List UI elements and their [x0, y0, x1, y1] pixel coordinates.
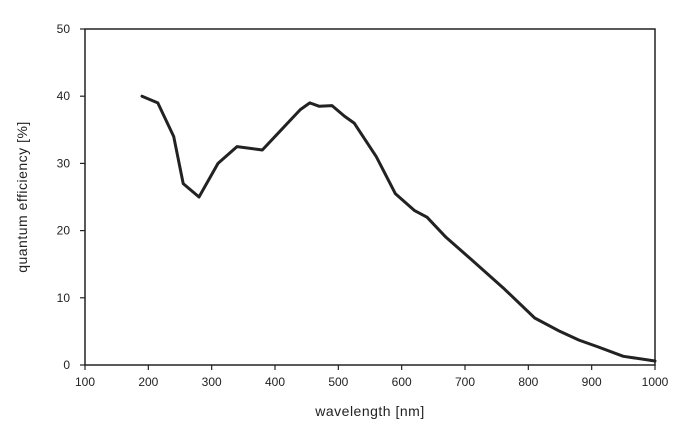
tick-labels: 100 200 300 400 500 600 700 800 900 1000 0 10 20 30 40… — [57, 22, 669, 389]
data-point — [375, 155, 378, 158]
data-point — [140, 95, 144, 98]
data-point — [394, 192, 397, 195]
data-point — [470, 258, 473, 261]
data-point — [261, 148, 264, 152]
data-point — [558, 330, 562, 333]
data-point — [413, 209, 416, 212]
data-point — [280, 128, 283, 131]
data-point — [172, 135, 175, 138]
x-tick-label: 200 — [138, 375, 158, 389]
x-tick-label: 500 — [328, 375, 348, 389]
data-point — [216, 162, 220, 165]
x-tick-label: 400 — [265, 375, 285, 389]
data-point — [425, 215, 429, 219]
data-point — [308, 101, 312, 105]
data-point — [181, 182, 185, 185]
data-point — [501, 286, 505, 289]
plot-area-frame — [84, 28, 656, 366]
x-tick-label: 900 — [582, 375, 602, 389]
data-point — [653, 359, 657, 363]
x-tick-label: 600 — [392, 375, 412, 389]
data-point — [622, 355, 625, 358]
data-point — [235, 145, 239, 148]
data-point — [343, 115, 346, 118]
data-point — [444, 236, 448, 239]
data-point — [352, 121, 356, 125]
y-tick-label: 10 — [57, 291, 71, 305]
x-tick-label: 100 — [75, 375, 95, 389]
data-point — [299, 108, 302, 111]
y-tick-label: 20 — [57, 224, 71, 238]
y-tick-label: 0 — [63, 358, 70, 372]
x-tick-label: 300 — [202, 375, 222, 389]
data-point — [156, 101, 160, 105]
x-tick-label: 800 — [518, 375, 538, 389]
data-point — [533, 316, 536, 320]
x-tick-label: 1000 — [642, 375, 669, 389]
x-axis-label: wavelength [nm] — [314, 403, 424, 419]
y-axis-label: quantum efficiency [%] — [14, 121, 30, 273]
series-line — [140, 94, 657, 363]
data-point — [577, 338, 581, 342]
data-point — [330, 104, 334, 107]
y-tick-label: 40 — [57, 89, 71, 103]
data-point — [318, 105, 321, 108]
data-point — [596, 345, 600, 349]
y-tick-label: 50 — [57, 22, 71, 36]
data-point — [197, 195, 201, 199]
x-tick-label: 700 — [455, 375, 475, 389]
data-points — [140, 95, 657, 363]
axis-ticks — [80, 28, 656, 370]
y-tick-label: 30 — [57, 156, 71, 170]
